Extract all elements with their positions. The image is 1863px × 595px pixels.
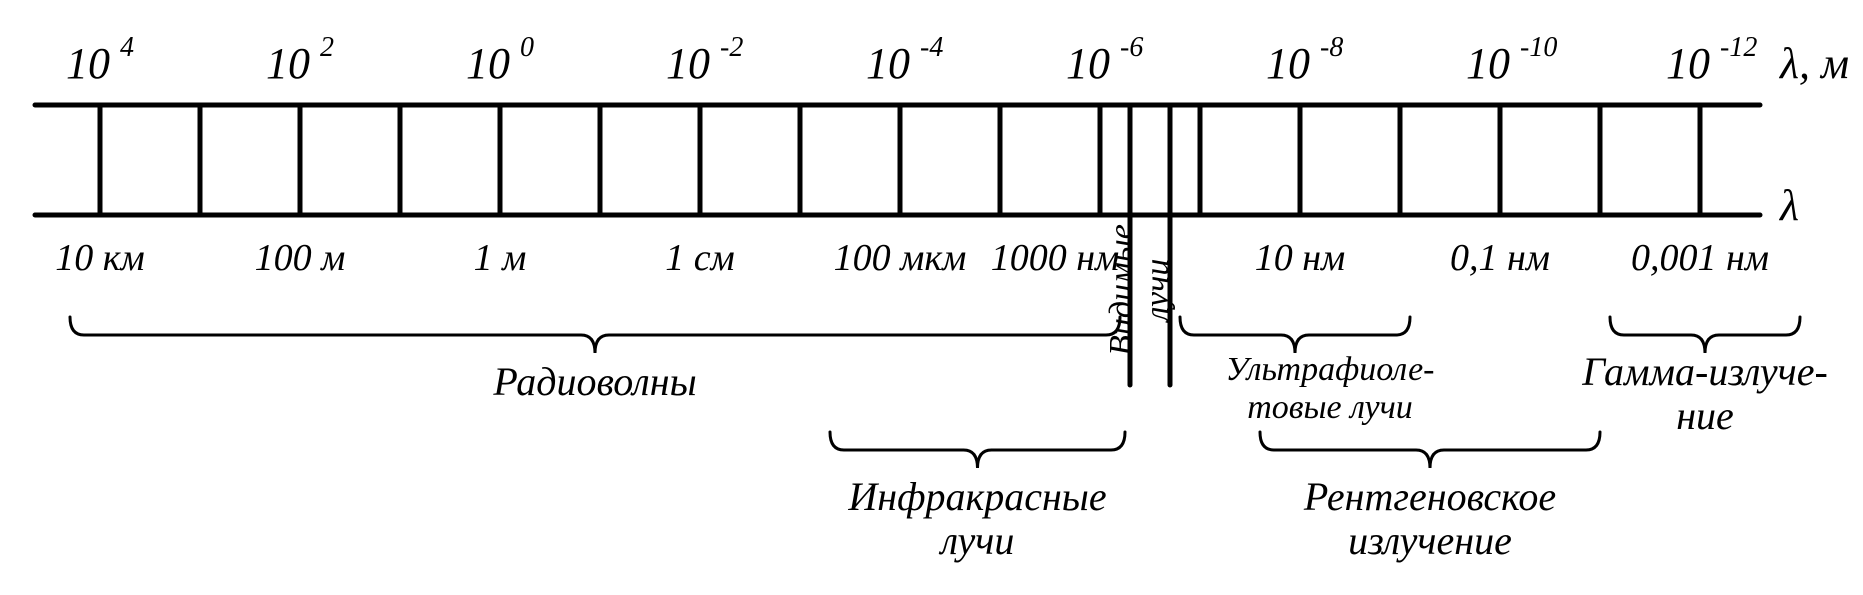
scale-base: 10 xyxy=(866,39,910,88)
scale-exponent: 2 xyxy=(320,32,334,63)
region-label: Радиоволны xyxy=(492,359,696,404)
region-brace xyxy=(70,317,1120,353)
axis-unit-bottom: λ xyxy=(1778,181,1799,230)
scale-exponent: -6 xyxy=(1120,32,1143,63)
region-label: ние xyxy=(1676,393,1734,438)
scale-exponent: -12 xyxy=(1720,32,1757,63)
scale-base: 10 xyxy=(666,39,710,88)
svg-text:лучи: лучи xyxy=(1139,259,1176,324)
wavelength-label: 1 см xyxy=(665,237,735,279)
region-brace xyxy=(830,432,1125,468)
region-label: Рентгеновское xyxy=(1303,474,1556,519)
wavelength-label: 1 м xyxy=(474,237,527,279)
scale-exponent: 0 xyxy=(520,32,534,63)
wavelength-label: 100 м xyxy=(255,237,346,279)
scale-base: 10 xyxy=(1666,39,1710,88)
em-spectrum-diagram: 10 4 10 2 10 0 10 -2 10 -4 10 -6 10 -8 10 -10 10 -12 λ, м λ… xyxy=(0,0,1863,595)
region-label: лучи xyxy=(939,518,1015,563)
scale-exponent: 4 xyxy=(120,32,134,63)
scale-exponent: -2 xyxy=(720,32,743,63)
scale-exponent: -4 xyxy=(920,32,943,63)
region-brace xyxy=(1180,317,1410,353)
wavelength-label: 10 км xyxy=(55,237,145,279)
scale-base: 10 xyxy=(266,39,310,88)
axis-unit-top: λ, м xyxy=(1778,39,1849,88)
scale-base: 10 xyxy=(1266,39,1310,88)
wavelength-label: 100 мкм xyxy=(834,237,967,279)
wavelength-label: 1000 нм xyxy=(991,237,1120,279)
scale-exponent: -10 xyxy=(1520,32,1557,63)
scale-base: 10 xyxy=(1466,39,1510,88)
wavelength-label: 10 нм xyxy=(1255,237,1346,279)
wavelength-label: 0,1 нм xyxy=(1450,237,1550,279)
region-label: излучение xyxy=(1348,518,1512,563)
region-label: товые лучи xyxy=(1247,389,1413,426)
scale-base: 10 xyxy=(466,39,510,88)
scale-base: 10 xyxy=(1066,39,1110,88)
scale-exponent: -8 xyxy=(1320,32,1343,63)
region-brace xyxy=(1260,432,1600,468)
region-label: Ультрафиоле- xyxy=(1226,351,1435,388)
scale-base: 10 xyxy=(66,39,110,88)
wavelength-label: 0,001 нм xyxy=(1631,237,1769,279)
region-label: Инфракрасные xyxy=(847,474,1106,519)
visible-light-label: Видимыелучи xyxy=(1103,224,1176,356)
region-brace xyxy=(1610,317,1800,353)
region-label: Гамма-излуче- xyxy=(1581,349,1828,394)
